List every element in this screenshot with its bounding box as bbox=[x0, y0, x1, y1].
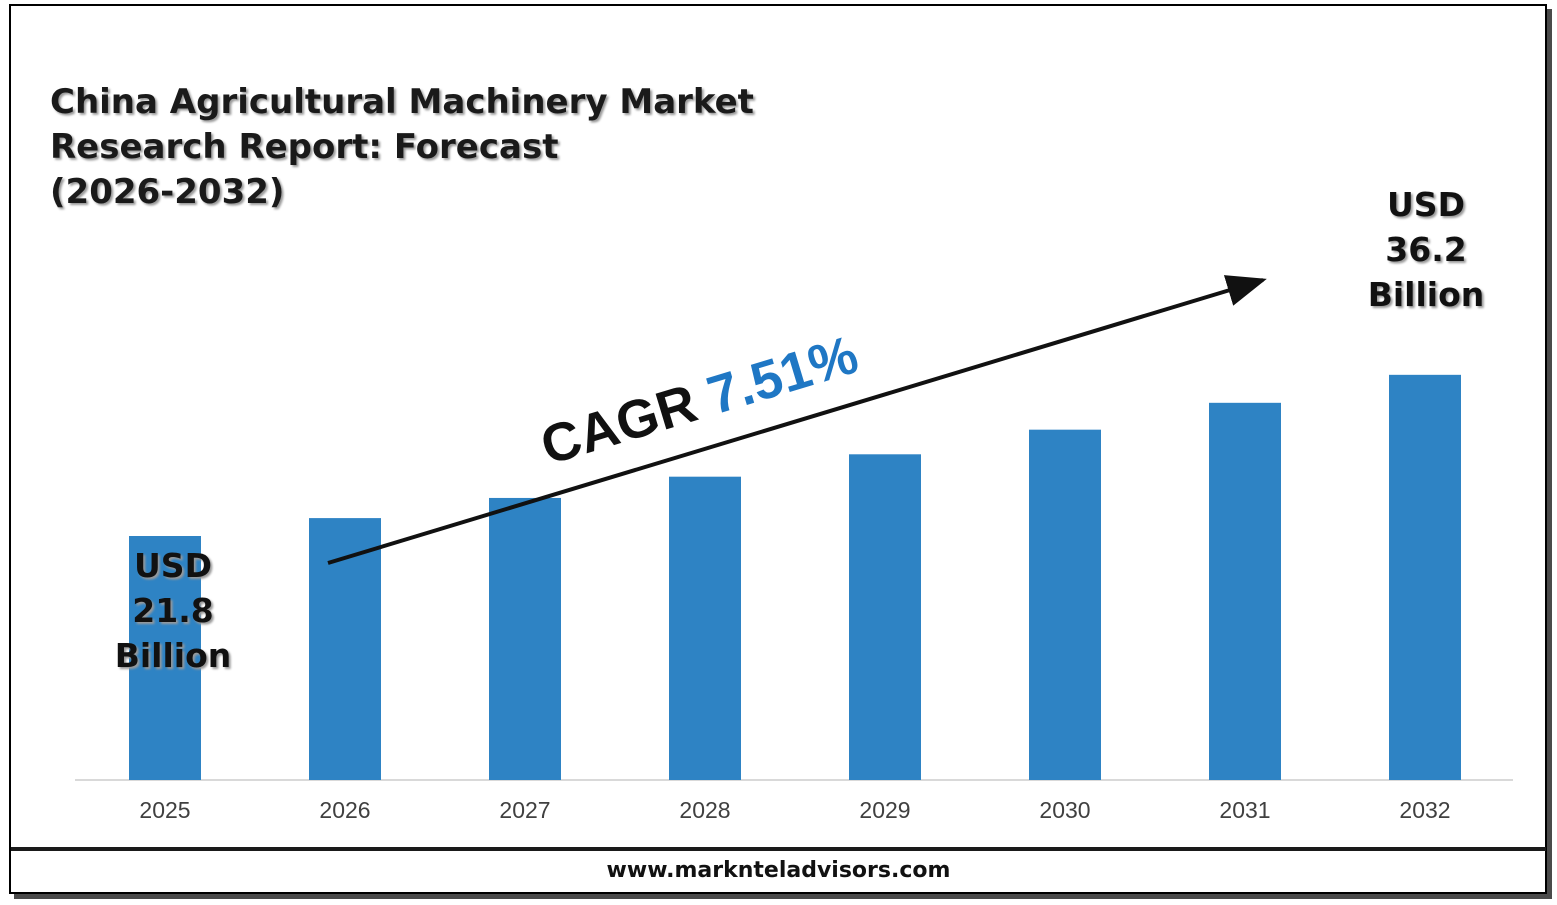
title-line-3: (2026-2032) bbox=[50, 172, 285, 212]
end-currency: USD bbox=[1387, 185, 1465, 224]
cagr-annotation: CAGR 7.51% bbox=[534, 324, 865, 476]
start-currency: USD bbox=[134, 546, 212, 585]
end-value-callout: USD 36.2 Billion bbox=[1358, 182, 1494, 317]
tick-label-2029: 2029 bbox=[859, 797, 910, 823]
bar-2029 bbox=[849, 454, 921, 780]
title-line-1: China Agricultural Machinery Market bbox=[50, 82, 754, 122]
tick-label-2030: 2030 bbox=[1039, 797, 1090, 823]
bar-series bbox=[129, 374, 1461, 780]
start-unit: Billion bbox=[114, 636, 232, 675]
bar-2032 bbox=[1389, 374, 1461, 780]
bar-2031 bbox=[1209, 402, 1281, 780]
bar-2027 bbox=[489, 497, 561, 780]
start-value: 21.8 bbox=[132, 591, 214, 630]
bar-2026 bbox=[309, 518, 381, 780]
cagr-label: CAGR bbox=[534, 373, 704, 476]
footer-divider bbox=[11, 847, 1546, 851]
tick-label-2028: 2028 bbox=[679, 797, 730, 823]
tick-label-2027: 2027 bbox=[499, 797, 550, 823]
title-line-2: Research Report: Forecast bbox=[50, 127, 559, 167]
tick-label-2032: 2032 bbox=[1399, 797, 1450, 823]
start-value-callout: USD 21.8 Billion bbox=[103, 543, 243, 678]
end-unit: Billion bbox=[1367, 275, 1485, 314]
chart-title: China Agricultural Machinery Market Rese… bbox=[50, 80, 810, 215]
x-tick-labels: 2025 2026 2027 2028 2029 2030 2031 2032 bbox=[139, 797, 1450, 823]
cagr-value: 7.51% bbox=[701, 324, 865, 426]
bar-2030 bbox=[1029, 429, 1101, 780]
bar-2025 bbox=[129, 536, 201, 780]
footer-url: www.marknteladvisors.com bbox=[606, 858, 951, 883]
tick-label-2026: 2026 bbox=[319, 797, 370, 823]
cagr-arrow bbox=[327, 275, 1267, 565]
tick-label-2025: 2025 bbox=[139, 797, 190, 823]
bar-2028 bbox=[669, 476, 741, 780]
chart-frame bbox=[9, 4, 1547, 894]
end-value: 36.2 bbox=[1385, 230, 1467, 269]
tick-label-2031: 2031 bbox=[1219, 797, 1270, 823]
